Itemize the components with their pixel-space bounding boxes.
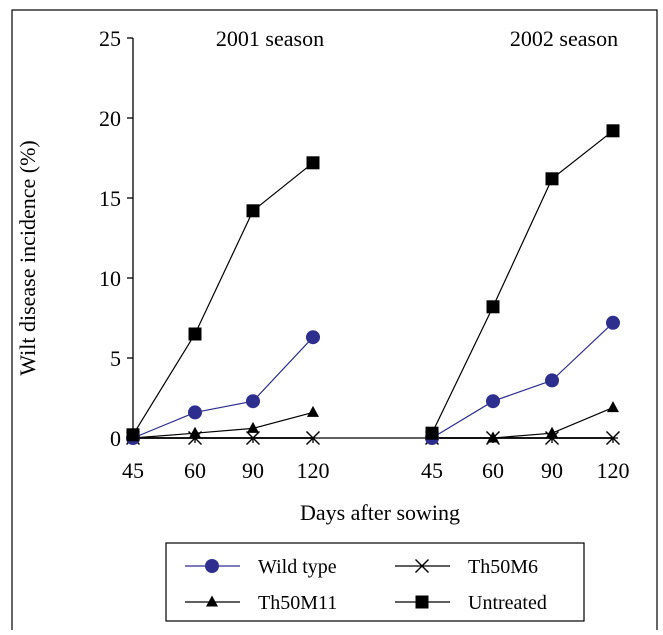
x-tick-label: 90 — [541, 458, 563, 483]
y-tick-label: 25 — [99, 26, 121, 51]
x-tick-label: 60 — [482, 458, 504, 483]
y-tick-label: 20 — [99, 106, 121, 131]
panel-title-2002: 2002 season — [510, 26, 618, 51]
legend-items: Wild type Th50M6 Th50M11 Untreated — [185, 556, 547, 614]
x-axis-label: Days after sowing — [300, 500, 460, 525]
chart-marks — [126, 124, 620, 445]
x-tick-label: 90 — [242, 458, 264, 483]
x-tick-label: 120 — [297, 458, 330, 483]
data-point-square — [415, 595, 429, 609]
data-point-triangle — [189, 426, 201, 438]
y-axis-label: Wilt disease incidence (%) — [15, 140, 40, 376]
x-stroke — [606, 431, 620, 445]
y-tick-label: 5 — [110, 346, 121, 371]
legend-label: Wild type — [258, 556, 337, 578]
data-point-x — [246, 431, 260, 445]
x-stroke — [306, 431, 320, 445]
y-tick-label: 0 — [110, 426, 121, 451]
legend-entry: Wild type — [185, 556, 337, 578]
data-point-triangle — [487, 431, 499, 443]
y-tick-label: 10 — [99, 266, 121, 291]
y-tick-label: 15 — [99, 186, 121, 211]
series-line-th50m11 — [432, 407, 614, 439]
data-point-square — [306, 156, 320, 170]
data-point-circle — [486, 394, 500, 409]
panel-title-2001: 2001 season — [216, 26, 324, 51]
data-point-circle — [306, 330, 320, 345]
legend-entry: Th50M11 — [185, 592, 337, 614]
data-point-square — [486, 300, 500, 314]
x-stroke — [188, 431, 202, 445]
x-stroke — [545, 431, 559, 445]
data-point-triangle — [307, 405, 319, 417]
data-point-triangle — [247, 421, 259, 433]
legend-entry: Th50M6 — [395, 556, 538, 578]
data-point-triangle — [206, 595, 218, 607]
data-point-triangle — [546, 426, 558, 438]
data-point-circle — [205, 559, 219, 573]
x-tick-label: 60 — [184, 458, 206, 483]
data-point-square — [545, 172, 559, 186]
x-tick-label: 120 — [597, 458, 630, 483]
data-point-square — [188, 327, 202, 341]
data-point-circle — [545, 373, 559, 388]
data-point-square — [126, 428, 140, 442]
legend-label: Th50M11 — [258, 592, 337, 614]
legend-label: Untreated — [468, 592, 547, 614]
data-point-square — [246, 204, 260, 218]
series-line-wild-type — [431, 322, 614, 439]
legend-box — [165, 542, 585, 622]
x-stroke — [246, 431, 260, 445]
data-point-square — [606, 124, 620, 138]
data-point-circle — [606, 315, 620, 330]
data-point-circle — [188, 405, 202, 420]
data-point-x — [306, 431, 320, 445]
series-line-untreated — [431, 130, 614, 434]
data-point-circle — [246, 394, 260, 409]
x-tick-label: 45 — [421, 458, 443, 483]
data-point-x — [606, 431, 620, 445]
series-line-untreated — [132, 162, 314, 436]
legend-label: Th50M6 — [468, 556, 538, 578]
legend: Wild type Th50M6 Th50M11 Untreated — [165, 542, 585, 622]
series-line-wild-type — [132, 336, 314, 439]
data-point-x — [415, 559, 429, 573]
series-line-th50m11 — [132, 411, 314, 439]
figure-border — [11, 9, 658, 635]
x-tick-label: 45 — [122, 458, 144, 483]
legend-entry: Untreated — [395, 592, 547, 614]
x-stroke — [415, 559, 429, 573]
data-point-square — [425, 426, 439, 440]
axes: 0 5 10 15 20 25 45 60 90 120 45 60 90 120 — [99, 26, 630, 483]
data-point-triangle — [607, 401, 619, 413]
